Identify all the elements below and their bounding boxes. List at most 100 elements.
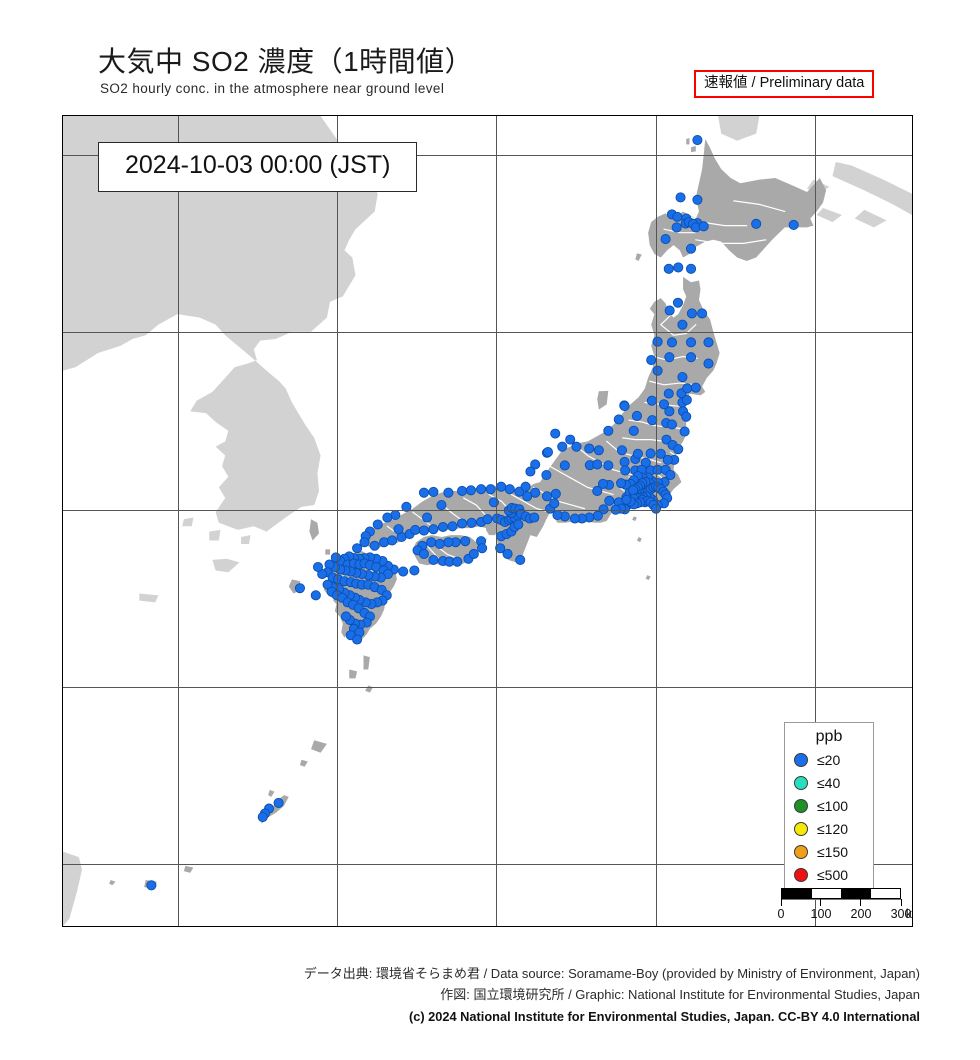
scale-bar-segments [781, 888, 901, 899]
gridline-horizontal [63, 332, 912, 334]
scale-bar-tick-label: 100 [810, 907, 832, 921]
lon-tick-minor [114, 926, 115, 927]
timestamp-box: 2024-10-03 00:00 (JST) [98, 142, 418, 192]
scale-bar-tick [900, 899, 902, 906]
legend-rows: ≤20 ≤40 ≤100 ≤120 ≤150 ≤500 [785, 749, 873, 887]
lon-tick-minor [751, 926, 752, 927]
legend-item[interactable]: ≤120 [785, 818, 873, 841]
lon-tick-minor [783, 926, 784, 927]
legend-item-label: ≤500 [817, 867, 849, 884]
lon-tick-major [496, 926, 497, 927]
legend-item[interactable]: ≤500 [785, 864, 873, 887]
scale-bar-segment [871, 889, 900, 898]
lon-tick-major [178, 926, 179, 927]
lon-tick-major [656, 926, 657, 927]
lon-tick-minor [720, 926, 721, 927]
gridline-horizontal [63, 155, 912, 156]
gridline-horizontal [63, 509, 912, 511]
lat-tick-minor [62, 226, 63, 227]
gridline-vertical [177, 116, 179, 926]
scale-bar-segment [782, 889, 812, 898]
legend-item-label: ≤100 [817, 798, 849, 815]
lon-tick-minor [369, 926, 370, 927]
scale-bar-baseline [781, 899, 901, 900]
lon-tick-minor [146, 926, 147, 927]
lon-tick-minor [305, 926, 306, 927]
lat-tick-minor [62, 616, 63, 617]
scale-bar-tick-label: 200 [850, 907, 872, 921]
lat-tick-minor [62, 474, 63, 475]
lon-tick-minor [624, 926, 625, 927]
legend-title: ppb [815, 728, 843, 745]
footer-data-source: データ出典: 環境省そらまめ君 / Data source: Soramame-… [303, 966, 920, 981]
lat-tick-major [62, 332, 63, 333]
lon-tick-minor [210, 926, 211, 927]
gridline-vertical [655, 116, 657, 926]
lat-tick-major [62, 864, 63, 865]
gridline-vertical [337, 116, 339, 926]
legend-color-swatch-icon [794, 845, 808, 860]
lon-tick-minor [847, 926, 848, 927]
prefecture-borders [342, 200, 786, 623]
scale-bar-segment [811, 889, 842, 898]
lat-tick-minor [62, 829, 63, 830]
legend-color-swatch-icon [794, 799, 808, 814]
legend-item[interactable]: ≤100 [785, 795, 873, 818]
legend-item[interactable]: ≤150 [785, 841, 873, 864]
map-canvas [63, 116, 912, 926]
gridline-vertical [496, 116, 498, 926]
lon-tick-major [815, 926, 816, 927]
legend-item-label: ≤40 [817, 775, 841, 792]
scale-bar-tick-label: 0 [777, 907, 785, 921]
scale-bar-tick [860, 899, 862, 906]
scale-bar-tick-label: 300 [890, 907, 912, 921]
lon-tick-minor [465, 926, 466, 927]
scale-bar-tick [820, 899, 822, 906]
lon-tick-minor [911, 926, 912, 927]
map-plot-area[interactable]: 45°N40°N35°N30°N25°N 125°E130°E135°E140°… [62, 115, 913, 927]
legend-color-swatch-icon [794, 753, 808, 768]
footer-graphic-credit: 作図: 国立環境研究所 / Graphic: National Institut… [440, 987, 920, 1003]
legend-item[interactable]: ≤40 [785, 772, 873, 795]
lat-tick-major [62, 510, 63, 511]
preliminary-data-badge: 速報値 / Preliminary data [694, 70, 875, 99]
page-title: 大気中 SO2 濃度（1時間値） [98, 46, 474, 77]
lat-tick-minor [62, 651, 63, 652]
lat-tick-minor [62, 793, 63, 794]
lon-tick-minor [433, 926, 434, 927]
lon-tick-minor [241, 926, 242, 927]
lat-tick-minor [62, 403, 63, 404]
lat-tick-minor [62, 722, 63, 723]
lon-tick-minor [592, 926, 593, 927]
lon-tick-minor [560, 926, 561, 927]
legend-color-swatch-icon [794, 868, 808, 883]
lat-tick-major [62, 155, 63, 156]
legend-item-label: ≤120 [817, 821, 849, 838]
scale-bar: 0 100 200 300km [777, 888, 912, 923]
lat-tick-minor [62, 581, 63, 582]
gridline-horizontal [63, 864, 912, 866]
scale-bar-ticks [780, 899, 902, 906]
lat-tick-minor [62, 120, 63, 121]
lat-tick-major [62, 687, 63, 688]
legend-color-swatch-icon [794, 776, 808, 791]
lat-tick-minor [62, 545, 63, 546]
legend-panel: ppb ≤20 ≤40 ≤100 ≤120 ≤150 ≤500 [784, 722, 874, 896]
lat-tick-minor [62, 297, 63, 298]
lon-tick-minor [528, 926, 529, 927]
lat-tick-minor [62, 190, 63, 191]
legend-item-label: ≤20 [817, 752, 841, 769]
legend-color-swatch-icon [794, 822, 808, 837]
lon-tick-minor [401, 926, 402, 927]
lon-tick-major [337, 926, 338, 927]
map-geometry [63, 116, 912, 926]
footer-copyright: (c) 2024 National Institute for Environm… [408, 1008, 920, 1024]
scale-bar-segment [841, 889, 872, 898]
legend-item-label: ≤150 [817, 844, 849, 861]
lon-tick-minor [273, 926, 274, 927]
scale-bar-tick [780, 899, 782, 906]
scale-bar-labels: 0 100 200 300km [777, 907, 912, 923]
legend-item[interactable]: ≤20 [785, 749, 873, 772]
lat-tick-minor [62, 439, 63, 440]
